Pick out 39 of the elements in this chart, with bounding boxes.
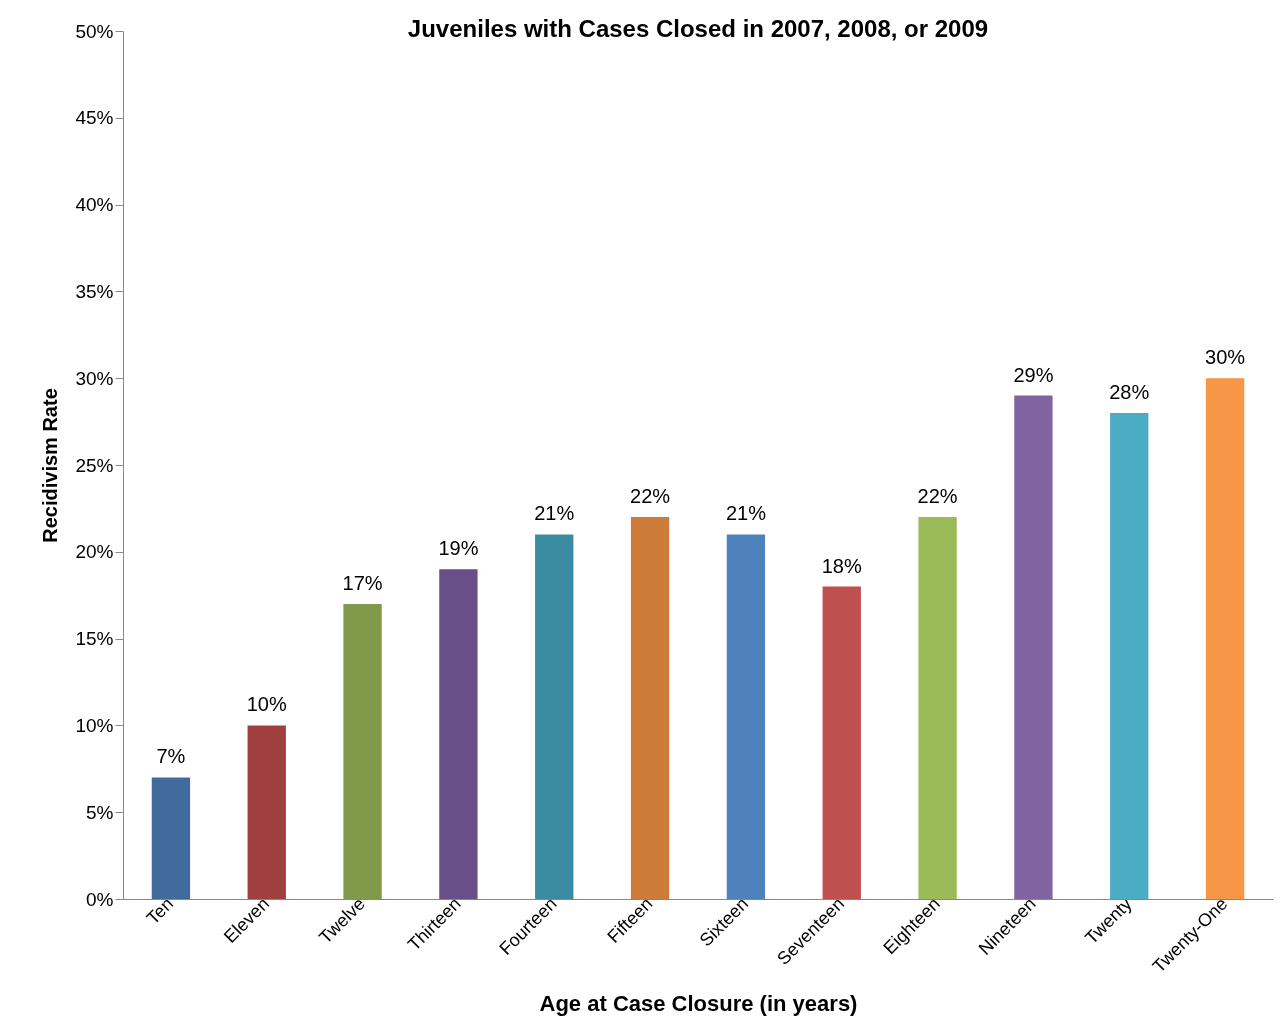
y-tick-label: 50%: [75, 20, 114, 42]
bar: [247, 725, 286, 899]
data-label: 7%: [156, 745, 186, 768]
y-tick-label: 20%: [75, 541, 114, 563]
y-tick-label: 40%: [75, 194, 114, 216]
data-label: 22%: [630, 485, 671, 508]
y-axis-title: Recidivism Rate: [39, 388, 62, 543]
bar: [151, 777, 191, 899]
bar: [726, 534, 766, 899]
data-label: 21%: [534, 502, 575, 525]
chart-title: Juveniles with Cases Closed in 2007, 2008, or 2009: [407, 15, 989, 42]
bar: [1110, 412, 1149, 899]
x-tick-label: Ten: [142, 893, 178, 929]
x-axis-title: Age at Case Closure (in years): [539, 991, 858, 1017]
y-tick-label: 15%: [75, 628, 114, 650]
bar: [822, 586, 861, 899]
data-label: 19%: [438, 537, 479, 560]
y-tick-label: 35%: [75, 280, 114, 302]
y-tick-label: 30%: [75, 367, 114, 389]
data-label: 10%: [246, 693, 287, 716]
data-label: 22%: [917, 485, 958, 508]
bar: [439, 569, 478, 899]
y-tick-label: 0%: [86, 888, 114, 910]
bar: [630, 517, 670, 899]
bar: [918, 517, 957, 899]
bar: [343, 603, 382, 899]
y-tick-label: 25%: [75, 454, 114, 476]
y-tick-label: 5%: [86, 801, 114, 823]
data-label: 30%: [1205, 346, 1246, 369]
data-label: 29%: [1013, 363, 1054, 386]
bar: [1014, 395, 1053, 899]
bar: [1205, 378, 1245, 899]
bar: [535, 534, 574, 899]
data-label: 21%: [725, 502, 767, 525]
data-label: 17%: [342, 571, 383, 594]
data-label: 28%: [1109, 380, 1150, 403]
y-tick-label: 45%: [75, 107, 114, 129]
data-label: 18%: [821, 554, 862, 577]
y-tick-label: 10%: [75, 714, 114, 736]
